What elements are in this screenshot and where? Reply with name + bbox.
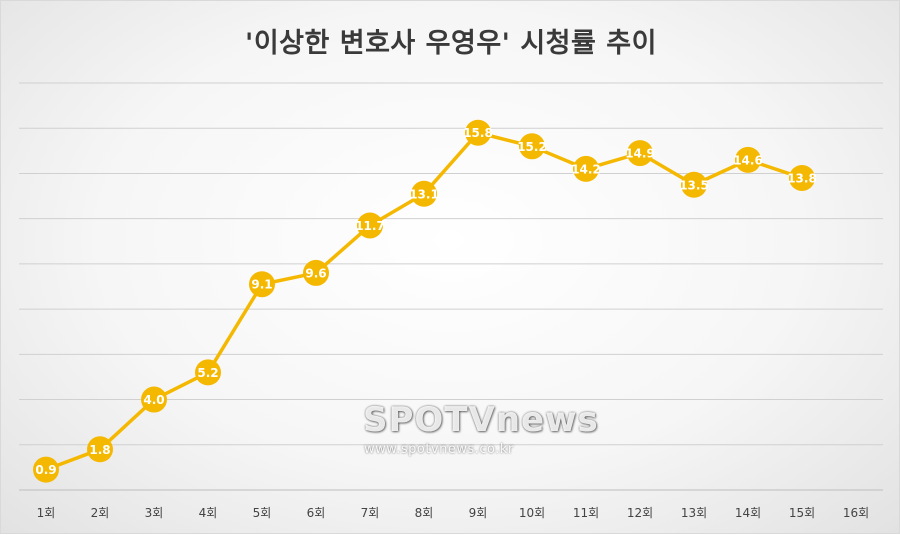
data-label: 1.8 [89, 443, 110, 457]
x-tick-label: 12회 [627, 506, 653, 520]
watermark-url: www.spotvnews.co.kr [364, 442, 514, 457]
x-tick-label: 9회 [469, 506, 488, 520]
data-point [681, 171, 707, 198]
x-tick-label: 16회 [843, 506, 869, 520]
data-point [357, 212, 383, 239]
x-tick-label: 1회 [37, 506, 56, 520]
data-point [519, 133, 545, 160]
data-point [789, 164, 815, 191]
x-tick-labels: 1회 2회 3회 4회 5회 6회 7회 8회 9회 10회 11회 12회 13회 14회 15회 16회 [37, 506, 870, 520]
x-tick-label: 10회 [519, 506, 545, 520]
data-label: 11.7 [355, 219, 385, 233]
data-label: 13.1 [409, 187, 439, 201]
series-group: 0.9 1.8 4.0 5.2 9.1 9.6 11.7 13.1 15.8 15.2 14.2 14… [33, 119, 817, 483]
x-tick-label: 14회 [735, 506, 761, 520]
gridlines [19, 82, 883, 491]
data-label: 13.5 [679, 178, 709, 192]
watermark-logo: SPOTVnews [363, 400, 599, 440]
data-label: 4.0 [143, 393, 164, 407]
data-label: 0.9 [35, 463, 56, 477]
data-point [87, 436, 113, 463]
x-tick-label: 13회 [681, 506, 707, 520]
data-label: 13.8 [787, 171, 817, 185]
x-tick-label: 15회 [789, 506, 815, 520]
data-label: 5.2 [197, 366, 218, 380]
x-tick-label: 3회 [145, 506, 164, 520]
data-point [249, 271, 275, 298]
data-point [573, 155, 599, 182]
x-tick-label: 7회 [361, 506, 380, 520]
data-point [465, 119, 491, 146]
data-label: 14.6 [733, 153, 763, 167]
data-point [411, 180, 437, 207]
x-tick-label: 5회 [253, 506, 272, 520]
data-point [141, 386, 167, 413]
data-point [627, 140, 653, 167]
x-tick-label: 8회 [415, 506, 434, 520]
x-tick-label: 2회 [91, 506, 110, 520]
data-point [735, 146, 761, 173]
data-label: 9.6 [305, 266, 326, 280]
x-tick-label: 11회 [573, 506, 599, 520]
x-tick-label: 4회 [199, 506, 218, 520]
data-point [303, 259, 329, 286]
x-tick-label: 6회 [307, 506, 326, 520]
data-label: 15.8 [463, 126, 493, 140]
data-label: 9.1 [251, 278, 272, 292]
data-label: 14.2 [571, 162, 601, 176]
chart-title: '이상한 변호사 우영우' 시청률 추이 [245, 28, 657, 59]
data-label: 15.2 [517, 140, 547, 154]
data-point [195, 359, 221, 386]
data-label: 14.9 [625, 147, 655, 161]
data-point [33, 456, 59, 483]
